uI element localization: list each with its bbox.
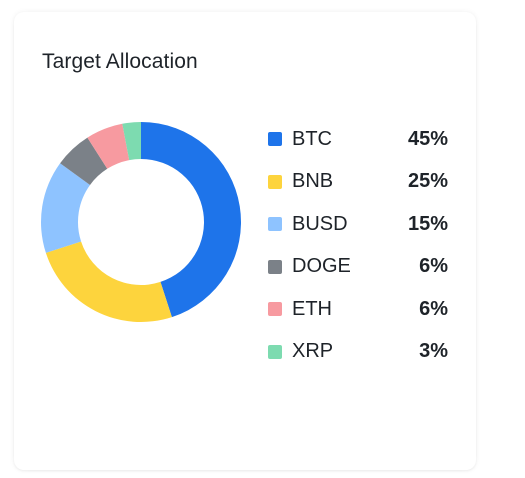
legend-label: BTC	[292, 127, 332, 150]
legend-label: ETH	[292, 297, 332, 320]
legend-swatch	[268, 259, 282, 274]
legend-value: 3%	[419, 340, 448, 363]
card-title: Target Allocation	[42, 50, 198, 73]
donut-slice-doge[interactable]	[60, 137, 108, 185]
legend-value: 6%	[419, 255, 448, 278]
legend-value: 15%	[407, 212, 448, 235]
allocation-donut-chart	[41, 122, 241, 322]
legend-swatch	[268, 344, 282, 359]
legend-item: ETH 6%	[268, 288, 448, 331]
donut-slice-eth[interactable]	[87, 123, 130, 169]
donut-slice-btc[interactable]	[141, 122, 241, 318]
legend-swatch	[268, 302, 282, 317]
legend-value: 25%	[407, 170, 448, 193]
legend-swatch	[268, 217, 282, 232]
legend-label: XRP	[292, 340, 334, 363]
legend-label: DOGE	[292, 255, 351, 278]
legend-label: BNB	[292, 170, 334, 193]
allocation-legend: BTC 45% BNB 25% BUSD 15% DOGE 6% ETH 6% …	[268, 118, 448, 373]
legend-item: BNB 25%	[268, 161, 448, 204]
legend-item: BUSD 15%	[268, 203, 448, 246]
legend-value: 6%	[419, 297, 448, 320]
legend-item: DOGE 6%	[268, 246, 448, 289]
legend-label: BUSD	[292, 212, 348, 235]
donut-slice-xrp[interactable]	[122, 122, 141, 161]
legend-swatch	[268, 132, 282, 147]
legend-value: 45%	[407, 127, 448, 150]
target-allocation-card: Target Allocation BTC 45% BNB 25% BUSD 1…	[14, 12, 476, 470]
donut-slice-busd[interactable]	[41, 163, 91, 253]
legend-swatch	[268, 174, 282, 189]
legend-item: BTC 45%	[268, 118, 448, 161]
donut-slice-bnb[interactable]	[45, 241, 172, 322]
legend-item: XRP 3%	[268, 331, 448, 374]
